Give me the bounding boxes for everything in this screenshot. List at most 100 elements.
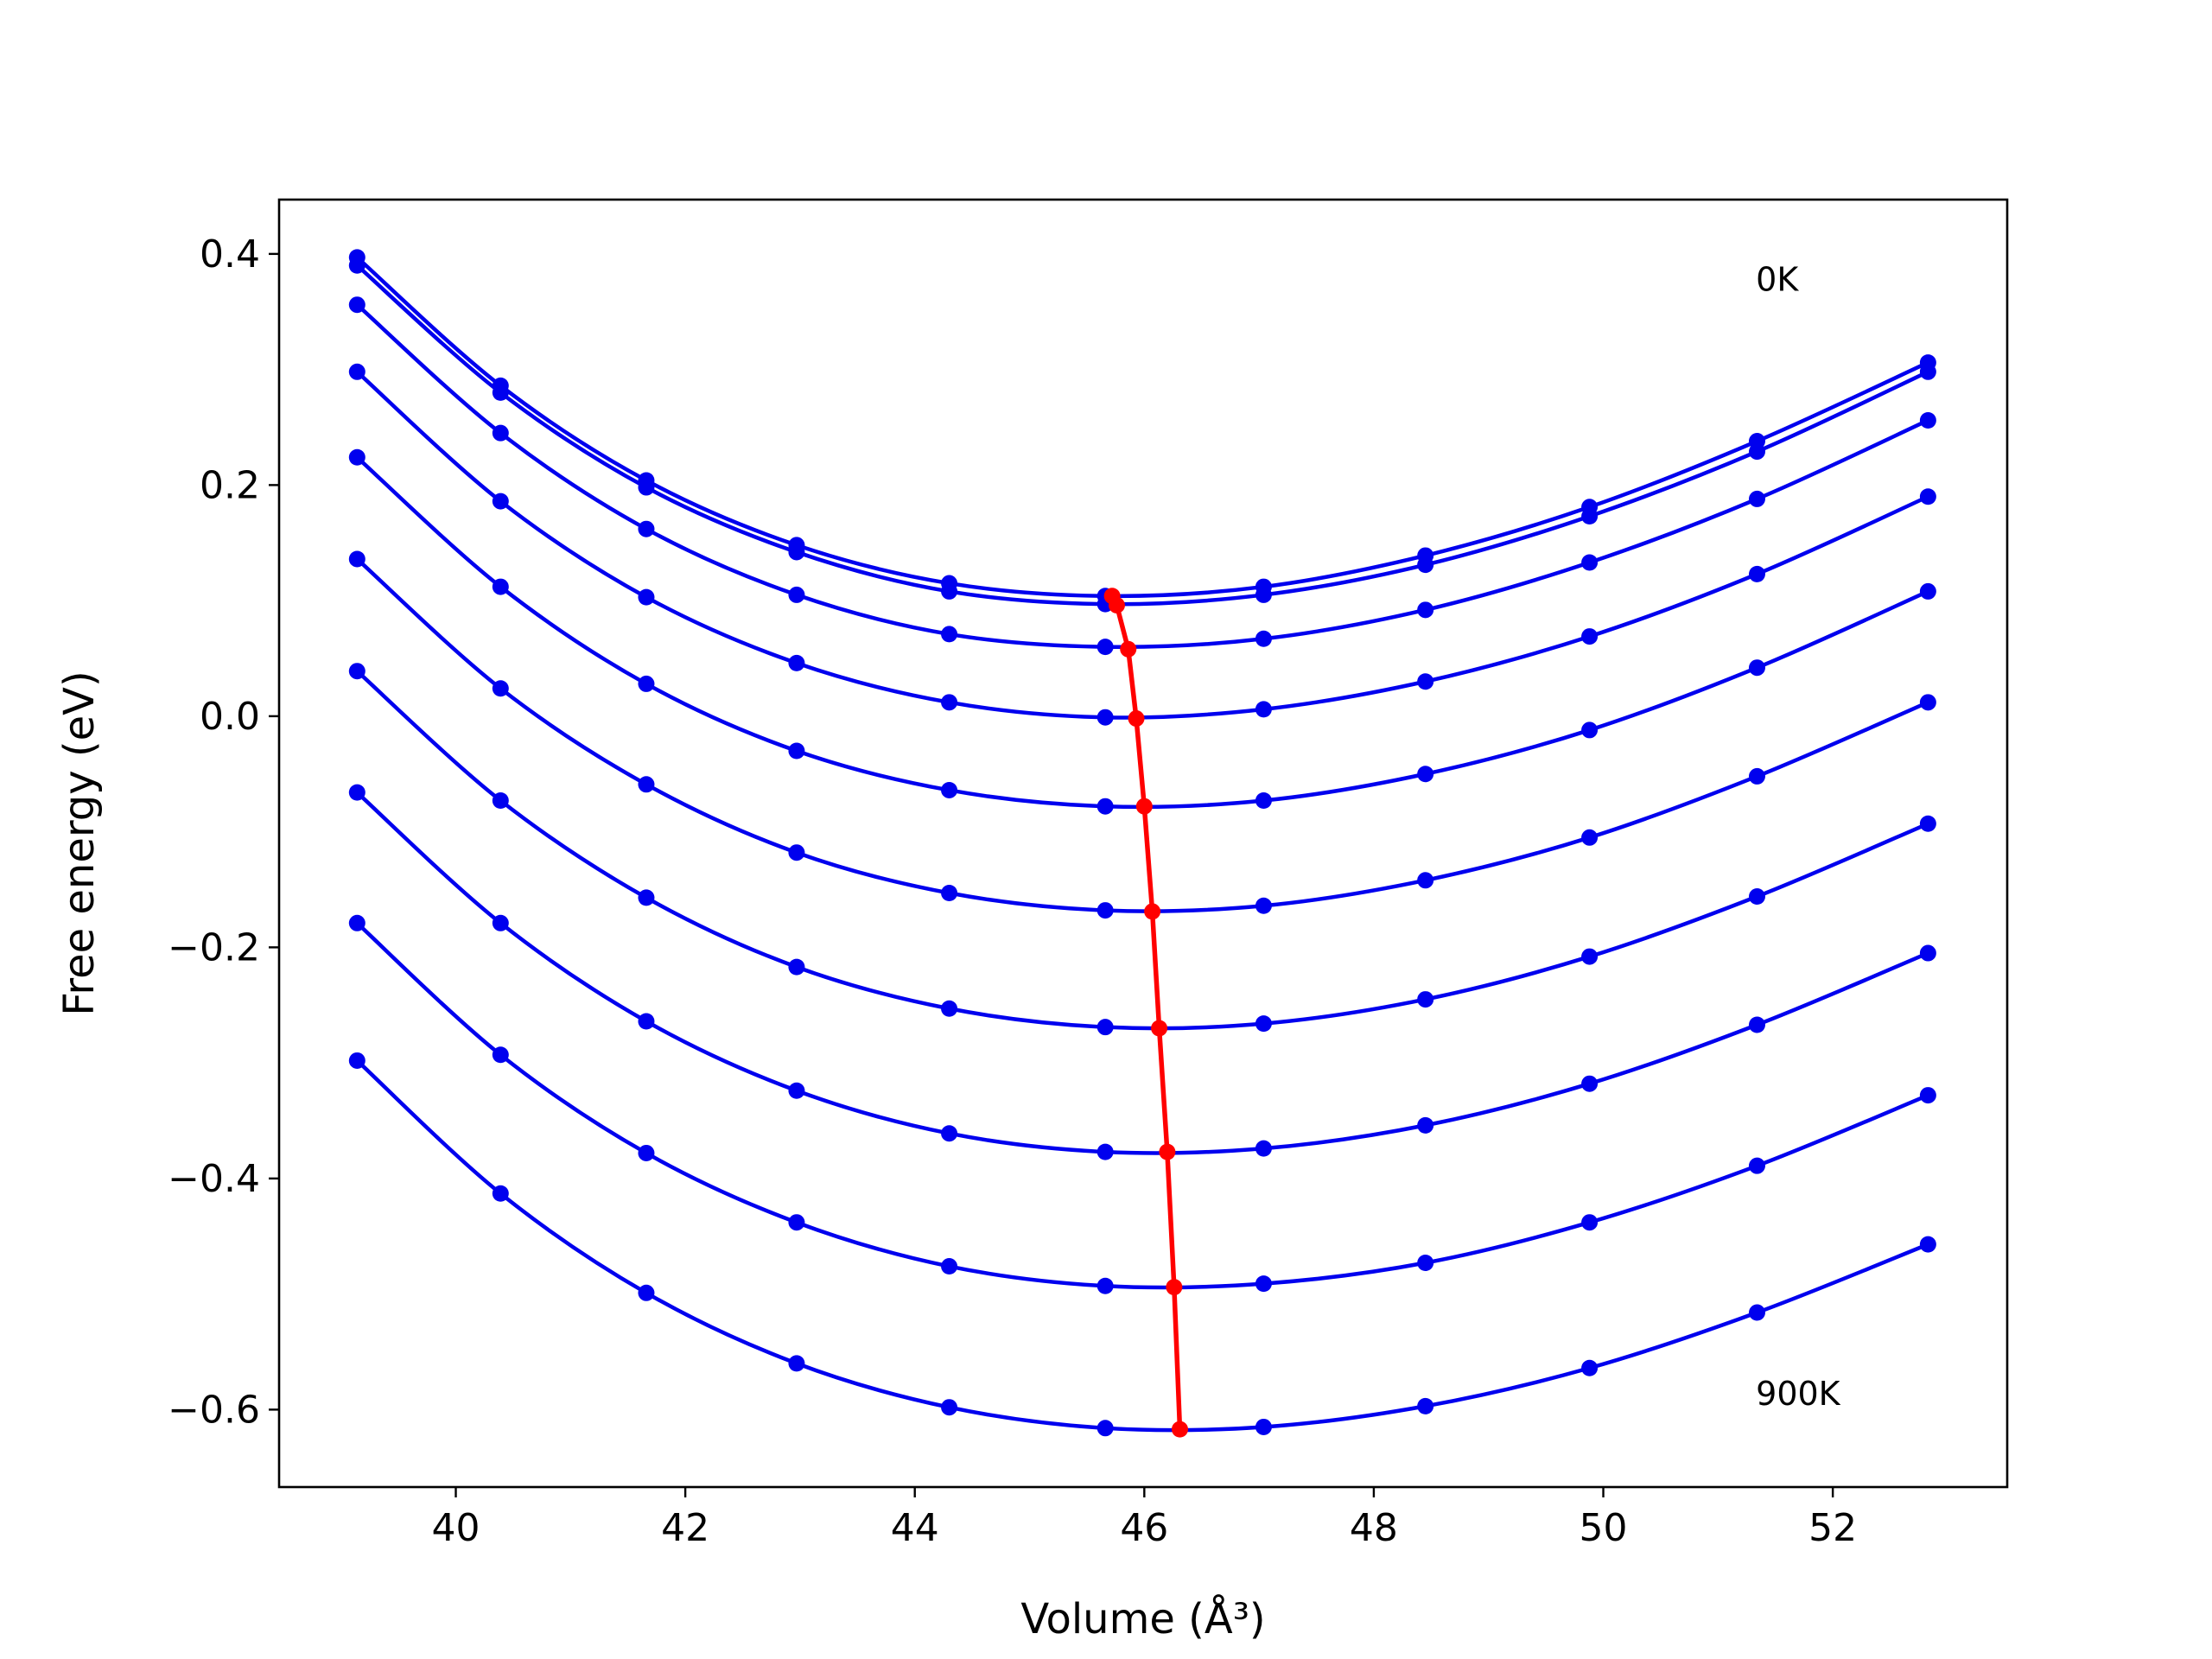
series-4-point-6 (1255, 792, 1272, 810)
series-3-point-5 (1096, 709, 1114, 726)
series-7-point-10 (1919, 944, 1936, 962)
series-4-point-5 (1096, 798, 1114, 815)
plot-frame (277, 198, 2009, 1489)
minima-series (1103, 588, 1188, 1438)
minima-point-5 (1144, 903, 1161, 920)
series-1-point-1 (492, 384, 509, 401)
series-9-point-3 (788, 1355, 805, 1372)
series-3-point-4 (941, 694, 958, 711)
series-6 (348, 663, 1936, 1036)
series-8-point-0 (348, 914, 365, 931)
minima-point-8 (1166, 1279, 1183, 1296)
series-3 (348, 363, 1936, 726)
series-9-point-8 (1581, 1359, 1599, 1376)
plot-area (348, 249, 1936, 1438)
series-3-point-8 (1581, 628, 1599, 645)
series-5-point-1 (492, 680, 509, 697)
series-7-point-9 (1748, 1016, 1765, 1033)
series-5-point-2 (638, 776, 655, 793)
minima-point-6 (1151, 1020, 1168, 1037)
series-5-point-0 (348, 550, 365, 568)
y-tick-label-3: −0.2 (168, 925, 260, 969)
series-8-point-7 (1417, 1255, 1434, 1272)
series-2-point-6 (1255, 630, 1272, 647)
series-5-point-3 (788, 844, 805, 861)
series-3-point-10 (1919, 488, 1936, 505)
series-6-point-6 (1255, 1015, 1272, 1033)
series-7-point-1 (492, 914, 509, 931)
series-4-point-9 (1748, 659, 1765, 677)
series-4-point-2 (638, 675, 655, 692)
series-9-point-7 (1417, 1397, 1434, 1414)
series-5-point-7 (1417, 872, 1434, 889)
series-8-point-3 (788, 1214, 805, 1231)
series-5-point-10 (1919, 694, 1936, 711)
series-6-point-5 (1096, 1019, 1114, 1036)
series-9-point-1 (492, 1185, 509, 1202)
series-3-point-0 (348, 363, 365, 380)
series-3-point-3 (788, 654, 805, 671)
annotation-900k: 900K (1756, 1375, 1841, 1413)
minima-point-3 (1128, 710, 1145, 728)
series-8-point-2 (638, 1144, 655, 1161)
minima-point-2 (1120, 640, 1137, 658)
series-9-point-0 (348, 1052, 365, 1069)
series-6-point-10 (1919, 815, 1936, 832)
series-1-point-6 (1255, 586, 1272, 603)
series-6-point-1 (492, 792, 509, 810)
series-2-point-3 (788, 586, 805, 603)
x-tick-label-0: 40 (432, 1506, 480, 1550)
series-2-point-5 (1096, 639, 1114, 656)
x-tick-label-2: 44 (891, 1506, 939, 1550)
series-1-point-0 (348, 257, 365, 274)
series-2-point-4 (941, 626, 958, 643)
y-tick-label-2: 0.0 (200, 695, 260, 739)
series-1-point-10 (1919, 363, 1936, 380)
series-4-point-0 (348, 448, 365, 466)
x-tick-label-4: 48 (1350, 1506, 1398, 1550)
y-tick-label-4: −0.4 (168, 1157, 260, 1201)
series-2-point-1 (492, 424, 509, 442)
series-2-point-0 (348, 296, 365, 314)
series-6-point-8 (1581, 948, 1599, 965)
minima-line (1109, 594, 1183, 1430)
series-6-point-0 (348, 663, 365, 680)
series-7-point-8 (1581, 1075, 1599, 1092)
x-tick-label-5: 50 (1580, 1506, 1628, 1550)
series-2 (348, 296, 1936, 656)
series-4-point-4 (941, 781, 958, 798)
series-9-point-5 (1096, 1420, 1114, 1437)
minima-point-7 (1159, 1143, 1176, 1160)
y-tick-label-5: −0.6 (168, 1388, 260, 1432)
series-7-point-6 (1255, 1140, 1272, 1157)
series-8-point-5 (1096, 1277, 1114, 1294)
series-1-point-2 (638, 479, 655, 496)
series-7-point-7 (1417, 1116, 1434, 1134)
series-9-point-9 (1748, 1304, 1765, 1321)
series-2-point-7 (1417, 601, 1434, 619)
series-5 (348, 550, 1936, 919)
series-7-point-4 (941, 1125, 958, 1142)
series-3-point-7 (1417, 673, 1434, 690)
y-axis-label: Free energy (eV) (55, 671, 104, 1015)
series-2-point-2 (638, 520, 655, 537)
series-2-point-9 (1748, 490, 1765, 507)
y-tick-label-0: 0.4 (200, 232, 260, 276)
series-8-point-1 (492, 1046, 509, 1064)
series-5-point-4 (941, 885, 958, 902)
series-5-point-9 (1748, 767, 1765, 785)
y-tick-label-1: 0.2 (200, 463, 260, 507)
series-6-point-2 (638, 889, 655, 906)
minima-point-4 (1135, 798, 1153, 815)
series-2-point-10 (1919, 411, 1936, 429)
series-5-point-8 (1581, 829, 1599, 846)
series-6-point-3 (788, 958, 805, 976)
series-1-point-9 (1748, 443, 1765, 461)
series-3-point-9 (1748, 565, 1765, 582)
series-3-point-1 (492, 493, 509, 510)
series-1-point-3 (788, 543, 805, 561)
series-3-point-2 (638, 588, 655, 606)
series-8-point-4 (941, 1258, 958, 1275)
series-9-point-6 (1255, 1418, 1272, 1435)
